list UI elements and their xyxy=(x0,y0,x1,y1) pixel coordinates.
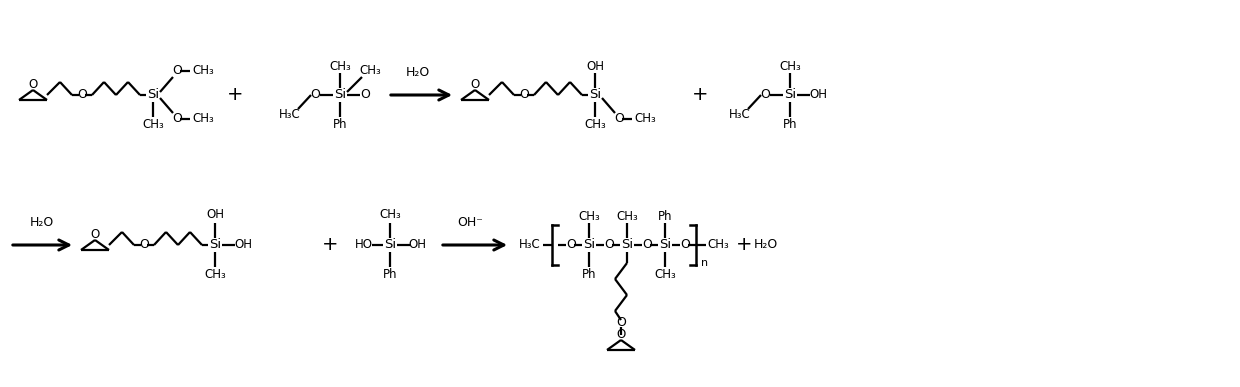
Text: OH: OH xyxy=(234,238,252,252)
Text: O: O xyxy=(614,113,624,125)
Text: O: O xyxy=(567,238,575,252)
Text: OH⁻: OH⁻ xyxy=(458,216,482,229)
Text: O: O xyxy=(172,65,182,77)
Text: H₃C: H₃C xyxy=(279,108,301,122)
Text: CH₃: CH₃ xyxy=(584,118,606,132)
Text: OH: OH xyxy=(408,238,427,252)
Text: CH₃: CH₃ xyxy=(655,267,676,281)
Text: H₂O: H₂O xyxy=(754,238,779,252)
Text: H₂O: H₂O xyxy=(405,67,430,79)
Text: O: O xyxy=(642,238,652,252)
Text: n: n xyxy=(701,258,708,268)
Text: O: O xyxy=(470,79,480,91)
Text: Si: Si xyxy=(208,238,221,252)
Text: Si: Si xyxy=(658,238,671,252)
Text: O: O xyxy=(760,89,770,101)
Text: +: + xyxy=(227,86,243,104)
Text: O: O xyxy=(360,89,370,101)
Text: CH₃: CH₃ xyxy=(379,209,401,221)
Text: O: O xyxy=(29,79,37,91)
Text: CH₃: CH₃ xyxy=(192,113,213,125)
Text: O: O xyxy=(520,89,529,101)
Text: O: O xyxy=(616,317,626,329)
Text: CH₃: CH₃ xyxy=(616,209,637,223)
Text: CH₃: CH₃ xyxy=(329,60,351,72)
Text: Si: Si xyxy=(784,89,796,101)
Text: Ph: Ph xyxy=(582,267,596,281)
Text: Si: Si xyxy=(384,238,396,252)
Text: H₃C: H₃C xyxy=(520,238,541,252)
Text: O: O xyxy=(91,228,99,241)
Text: OH: OH xyxy=(808,89,827,101)
Text: CH₃: CH₃ xyxy=(578,209,600,223)
Text: CH₃: CH₃ xyxy=(360,65,381,77)
Text: Ph: Ph xyxy=(782,118,797,130)
Text: Si: Si xyxy=(589,89,601,101)
Text: O: O xyxy=(310,89,320,101)
Text: O: O xyxy=(616,329,626,341)
Text: Si: Si xyxy=(621,238,634,252)
Text: Ph: Ph xyxy=(332,118,347,130)
Text: O: O xyxy=(172,113,182,125)
Text: +: + xyxy=(321,236,339,255)
Text: OH: OH xyxy=(206,209,224,221)
Text: CH₃: CH₃ xyxy=(707,238,729,252)
Text: O: O xyxy=(680,238,689,252)
Text: H₂O: H₂O xyxy=(30,216,55,229)
Text: O: O xyxy=(139,238,149,252)
Text: CH₃: CH₃ xyxy=(779,60,801,72)
Text: CH₃: CH₃ xyxy=(192,65,213,77)
Text: CH₃: CH₃ xyxy=(205,269,226,281)
Text: H₃C: H₃C xyxy=(729,108,751,122)
Text: Si: Si xyxy=(583,238,595,252)
Text: +: + xyxy=(735,236,753,255)
Text: Si: Si xyxy=(146,89,159,101)
Text: +: + xyxy=(692,86,708,104)
Text: Si: Si xyxy=(334,89,346,101)
Text: O: O xyxy=(77,89,87,101)
Text: Ph: Ph xyxy=(657,209,672,223)
Text: HO: HO xyxy=(355,238,373,252)
Text: Ph: Ph xyxy=(383,267,397,281)
Text: OH: OH xyxy=(587,60,604,72)
Text: CH₃: CH₃ xyxy=(634,113,656,125)
Text: O: O xyxy=(604,238,614,252)
Text: CH₃: CH₃ xyxy=(143,118,164,132)
